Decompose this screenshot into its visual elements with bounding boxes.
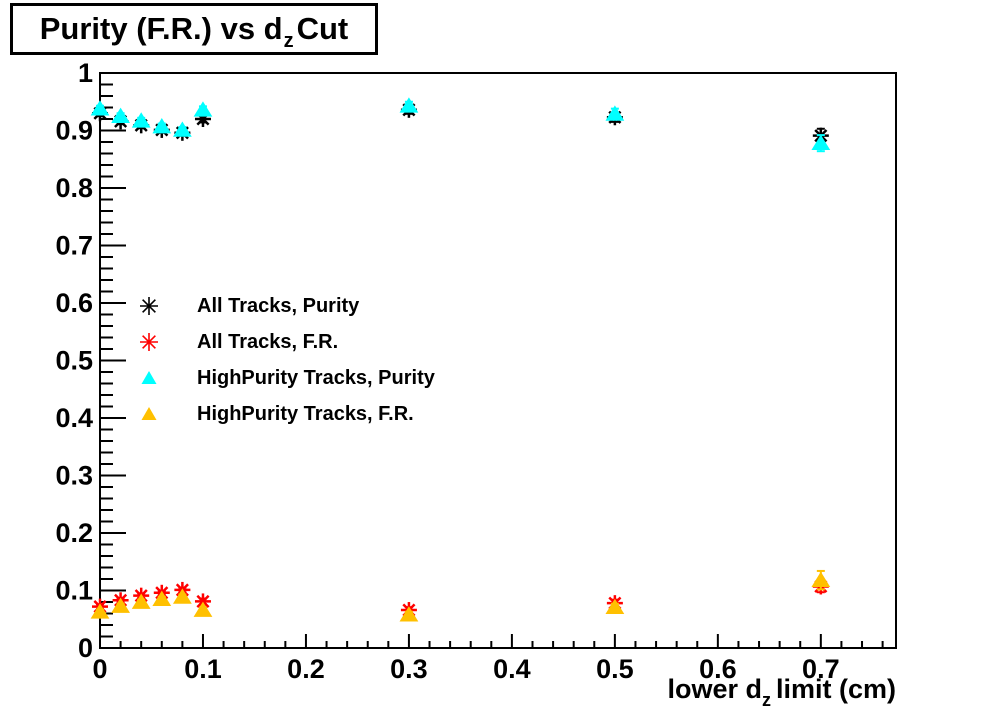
svg-text:0.8: 0.8	[55, 173, 93, 203]
legend-label: HighPurity Tracks, F.R.	[197, 402, 414, 425]
svg-text:0.6: 0.6	[699, 654, 737, 684]
x-axis-title-subscript: z	[761, 690, 771, 710]
x-axis-title: lower dz limit (cm)	[667, 674, 896, 710]
x-axis-title-text: lower d	[667, 674, 762, 704]
legend-item-all-tracks-fr: All Tracks, F.R.	[136, 324, 435, 360]
svg-text:0.4: 0.4	[55, 403, 93, 433]
legend-label: All Tracks, Purity	[197, 294, 360, 317]
plot-title-suffix: Cut	[296, 11, 349, 46]
legend-label: HighPurity Tracks, Purity	[197, 366, 435, 389]
legend-item-highpurity-tracks-fr: HighPurity Tracks, F.R.	[136, 396, 435, 432]
svg-text:0: 0	[78, 633, 93, 663]
svg-text:0.7: 0.7	[55, 231, 93, 261]
plot-title-box: Purity (F.R.) vs d z Cut	[10, 3, 378, 55]
legend-item-all-tracks-purity: All Tracks, Purity	[136, 288, 435, 324]
plot-title-text: Purity (F.R.) vs d	[39, 11, 283, 46]
svg-text:0.6: 0.6	[55, 288, 93, 318]
triangle-marker-icon	[141, 371, 157, 384]
plot-title-subscript: z	[283, 29, 294, 52]
svg-text:0.3: 0.3	[55, 461, 93, 491]
svg-text:0.1: 0.1	[184, 654, 222, 684]
svg-text:1: 1	[78, 58, 93, 88]
svg-text:0.4: 0.4	[493, 654, 531, 684]
legend-label: All Tracks, F.R.	[197, 330, 339, 353]
svg-text:0.5: 0.5	[55, 346, 93, 376]
asterisk-marker-icon	[140, 333, 158, 351]
legend: All Tracks, Purity All Tracks, F.R. High…	[136, 288, 435, 432]
x-axis-title-suffix: limit (cm)	[775, 674, 896, 704]
svg-text:0.7: 0.7	[802, 654, 840, 684]
svg-text:0.3: 0.3	[390, 654, 428, 684]
svg-text:0.2: 0.2	[287, 654, 325, 684]
asterisk-marker-icon	[140, 297, 158, 315]
svg-text:0: 0	[92, 654, 107, 684]
svg-text:0.5: 0.5	[596, 654, 634, 684]
svg-text:0.9: 0.9	[55, 116, 93, 146]
triangle-marker-icon	[141, 407, 157, 420]
svg-text:0.2: 0.2	[55, 518, 93, 548]
legend-item-highpurity-tracks-purity: HighPurity Tracks, Purity	[136, 360, 435, 396]
svg-text:0.1: 0.1	[55, 576, 93, 606]
